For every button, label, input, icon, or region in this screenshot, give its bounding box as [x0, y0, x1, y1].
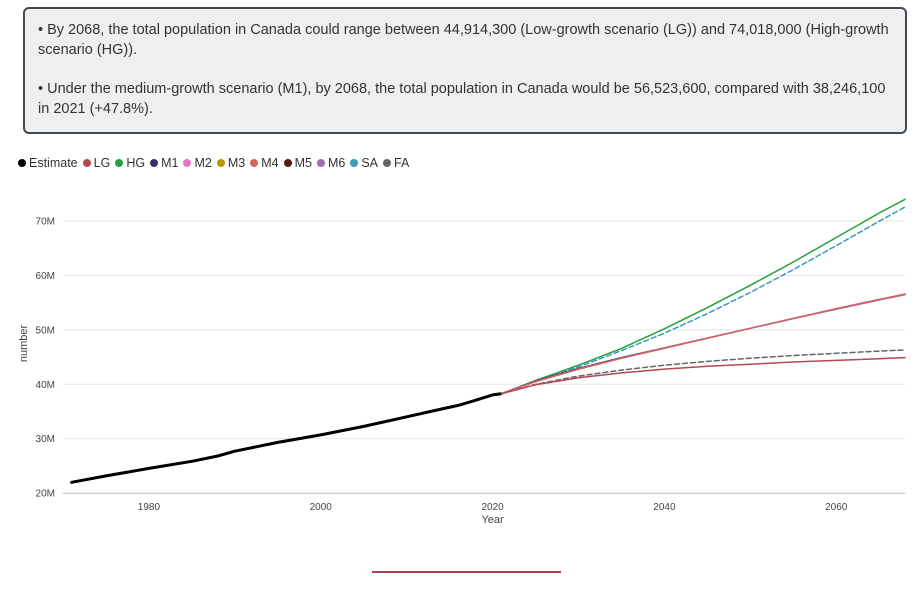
series-line-m4 [500, 293, 906, 395]
legend-label: SA [361, 156, 379, 170]
legend-label: M6 [327, 156, 346, 170]
y-tick-label: 70M [36, 217, 55, 228]
series-line-fa [500, 349, 906, 395]
x-tick-label: 2020 [481, 502, 504, 513]
legend-dot-icon [82, 159, 91, 167]
legend-dot-icon [183, 159, 192, 167]
legend-item-lg[interactable]: LG [82, 156, 111, 170]
x-tick-label: 2000 [310, 502, 333, 513]
y-tick-label: 40M [36, 380, 55, 391]
legend-item-m4[interactable]: M4 [250, 156, 279, 170]
legend-item-fa[interactable]: FA [383, 156, 409, 170]
legend-label: HG [126, 156, 146, 170]
legend-item-sa[interactable]: SA [350, 156, 378, 170]
x-tick-label: 2040 [653, 502, 676, 513]
legend-dot-icon [115, 159, 124, 167]
y-tick-label: 60M [36, 271, 55, 282]
legend-dot-icon [283, 159, 292, 167]
legend-dot-icon [216, 159, 225, 167]
legend-dot-icon [350, 159, 359, 167]
legend-dot-icon [250, 159, 259, 167]
legend-item-estimate[interactable]: Estimate [18, 156, 78, 170]
series-line-sa [500, 206, 906, 395]
legend-label: M3 [227, 156, 246, 170]
summary-bullet-medium: • Under the medium-growth scenario (M1),… [38, 81, 886, 117]
legend-label: LG [93, 156, 111, 170]
y-axis-title: number [18, 325, 30, 363]
x-tick-label: 2060 [825, 502, 848, 513]
legend-dot-icon [18, 159, 26, 167]
legend-label: FA [394, 156, 410, 170]
y-tick-label: 30M [36, 434, 55, 445]
legend-item-m1[interactable]: M1 [150, 156, 178, 170]
legend-dot-icon [316, 159, 325, 167]
x-axis-title: Year [481, 514, 504, 526]
y-tick-label: 50M [36, 325, 55, 336]
legend-label: M4 [261, 156, 279, 170]
scroll-indicator[interactable] [372, 571, 561, 573]
legend-label: M5 [294, 156, 312, 170]
legend-item-m6[interactable]: M6 [316, 156, 346, 170]
legend-dot-icon [383, 159, 392, 167]
legend-item-hg[interactable]: HG [115, 156, 145, 170]
series-line-hg [500, 198, 906, 395]
summary-box: • By 2068, the total population in Canad… [23, 7, 907, 134]
chart-legend: Estimate LG HG M1 M2 M3 M4 M5 M6 SA FA [18, 154, 414, 172]
series-line-estimate [70, 392, 503, 484]
summary-bullet-range: • By 2068, the total population in Canad… [38, 22, 889, 58]
legend-dot-icon [150, 159, 159, 167]
legend-label: Estimate [29, 156, 78, 170]
legend-item-m5[interactable]: M5 [283, 156, 312, 170]
legend-item-m3[interactable]: M3 [216, 156, 246, 170]
population-line-chart: 20M 30M 40M 50M 60M 70M 1980 2000 2020 2040 2060 Ye… [18, 198, 906, 526]
y-tick-label: 20M [36, 489, 55, 500]
x-tick-label: 1980 [138, 502, 161, 513]
legend-label: M2 [194, 156, 212, 170]
legend-item-m2[interactable]: M2 [183, 156, 212, 170]
legend-label: M1 [161, 156, 179, 170]
series-line-lg [500, 356, 906, 395]
